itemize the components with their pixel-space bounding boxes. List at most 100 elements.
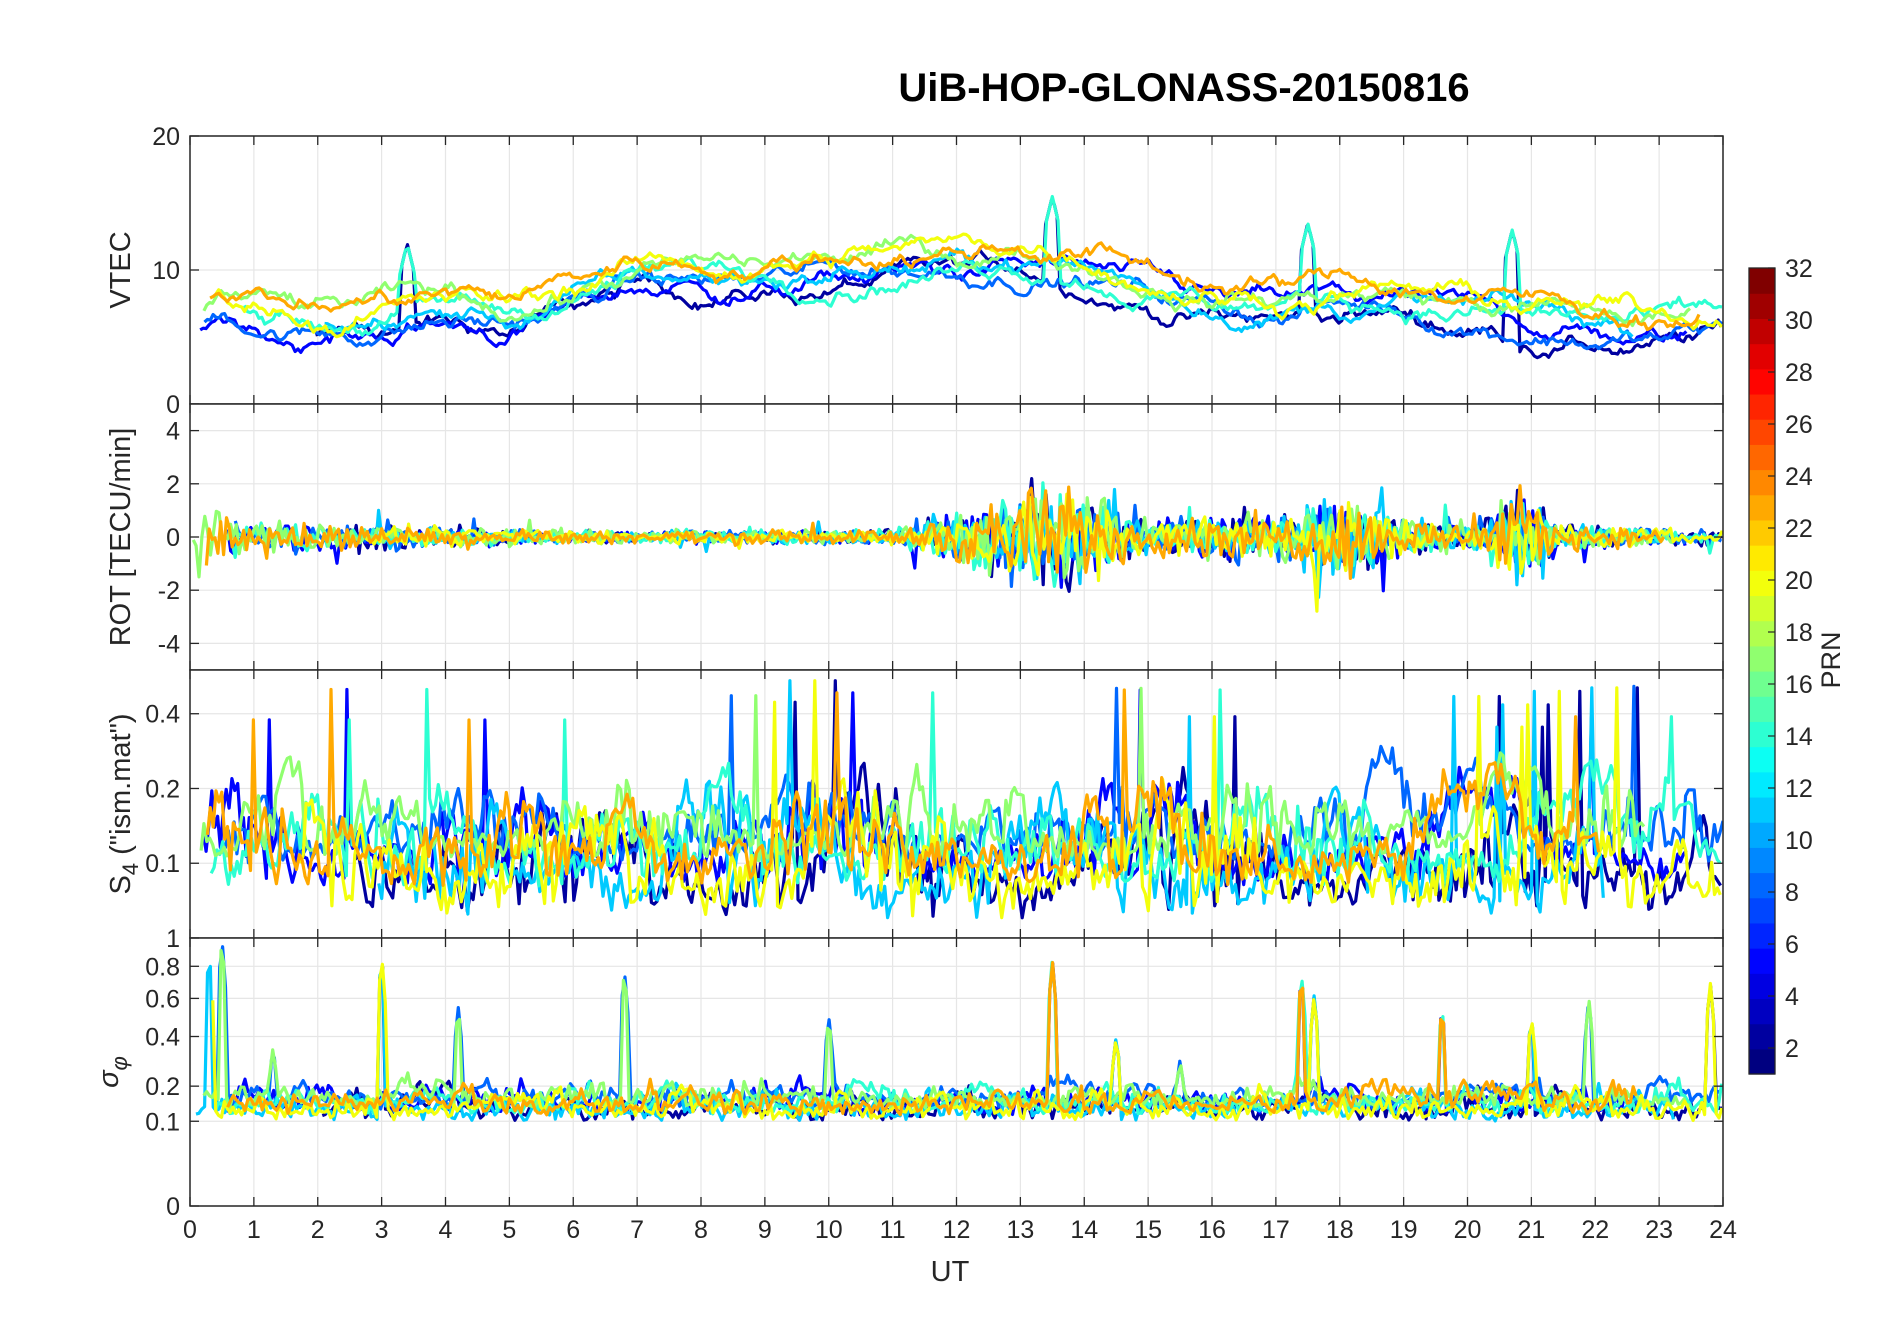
- series-group: [199, 194, 1723, 360]
- x-tick-label: 20: [1454, 1216, 1482, 1244]
- colorbar-segment: [1749, 746, 1775, 773]
- colorbar-segment: [1749, 872, 1775, 899]
- colorbar-segment: [1749, 469, 1775, 496]
- x-tick-label: 0: [183, 1216, 197, 1244]
- x-tick-label: 13: [1006, 1216, 1034, 1244]
- colorbar-segment: [1749, 293, 1775, 319]
- x-tick-label: 14: [1070, 1216, 1098, 1244]
- colorbar-segment: [1749, 419, 1775, 445]
- chart-title: UiB-HOP-GLONASS-20150816: [898, 66, 1469, 110]
- colorbar-tick-label: 22: [1785, 515, 1813, 543]
- y-axis-label: ROT [TECU/min]: [105, 428, 137, 647]
- x-tick-label: 10: [815, 1216, 843, 1244]
- y-tick-label: 0.1: [145, 1108, 180, 1136]
- x-tick-label: 24: [1709, 1216, 1737, 1244]
- y-tick-label: 1: [166, 925, 180, 953]
- series-line-prn-17: [199, 686, 1646, 863]
- series-line-prn-11: [324, 247, 1634, 338]
- colorbar-tick-label: 26: [1785, 411, 1813, 439]
- colorbar-segment: [1749, 998, 1775, 1025]
- y-tick-label: -2: [158, 577, 180, 605]
- y-tick-label: 0.4: [145, 1024, 180, 1052]
- y-tick-label: 0.2: [145, 1073, 180, 1101]
- y-tick-label: 4: [166, 418, 180, 446]
- colorbar-frame: [1748, 267, 1776, 1075]
- colorbar-segment: [1749, 796, 1775, 823]
- y-tick-label: 0.8: [145, 953, 180, 981]
- y-tick-label: 0.1: [145, 850, 180, 878]
- panel-1: 0 10 20 VTEC: [105, 123, 1724, 419]
- series-line-prn-14: [243, 194, 1723, 337]
- colorbar-segment: [1749, 1048, 1775, 1075]
- colorbar-segment: [1749, 519, 1775, 546]
- colorbar-tick-label: 14: [1785, 723, 1813, 751]
- colorbar-segment: [1749, 368, 1775, 395]
- y-axis-label: σφ: [93, 1056, 132, 1088]
- x-tick-label: 21: [1517, 1216, 1545, 1244]
- colorbar-tick-label: 4: [1785, 983, 1799, 1011]
- colorbar-tick-label: 32: [1785, 255, 1813, 283]
- colorbar-segment: [1749, 822, 1775, 848]
- colorbar-tick-label: 2: [1785, 1035, 1799, 1063]
- x-tick-label: 8: [694, 1216, 708, 1244]
- y-tick-label: 20: [152, 123, 180, 151]
- x-tick-label: 1: [247, 1216, 261, 1244]
- colorbar-tick-label: 6: [1785, 931, 1799, 959]
- colorbar-segment: [1749, 570, 1775, 597]
- colorbar-segment: [1749, 595, 1775, 622]
- colorbar-tick-label: 20: [1785, 567, 1813, 595]
- x-tick-label: 11: [880, 1216, 906, 1244]
- y-axis-label: S4 ("ism.mat"): [105, 713, 143, 894]
- y-tick-label: 0.2: [145, 775, 180, 803]
- colorbar-segment: [1749, 620, 1775, 647]
- colorbar-segment: [1749, 494, 1775, 521]
- series-line-prn-23: [204, 484, 1666, 581]
- y-tick-label: 0.4: [145, 701, 180, 729]
- y-tick-label: 0.6: [145, 985, 180, 1013]
- y-axis-label: VTEC: [105, 231, 137, 308]
- colorbar-tick-label: 12: [1785, 775, 1813, 803]
- x-tick-label: 18: [1326, 1216, 1354, 1244]
- series-line-prn-5: [199, 254, 1688, 354]
- series-group: [195, 945, 1723, 1123]
- x-tick-label: 3: [375, 1216, 389, 1244]
- colorbar-segment: [1749, 645, 1775, 672]
- x-tick-label: 12: [943, 1216, 971, 1244]
- x-tick-label: 9: [758, 1216, 772, 1244]
- colorbar-segment: [1749, 948, 1775, 974]
- colorbar-tick-label: 10: [1785, 827, 1813, 855]
- x-tick-label: 16: [1198, 1216, 1226, 1244]
- x-axis-label: UT: [931, 1256, 970, 1288]
- colorbar-segment: [1749, 393, 1775, 420]
- colorbar-segment: [1749, 545, 1775, 571]
- x-tick-label: 15: [1134, 1216, 1162, 1244]
- colorbar-tick-label: 28: [1785, 359, 1813, 387]
- colorbar-segment: [1749, 973, 1775, 1000]
- series-line-prn-8: [203, 259, 1723, 351]
- colorbar-segment: [1749, 343, 1775, 370]
- panel-3: 0.1 0.2 0.4S4 ("ism.mat"): [105, 669, 1724, 939]
- colorbar-segment: [1749, 771, 1775, 798]
- colorbar-tick-label: 24: [1785, 463, 1813, 491]
- colorbar-segment: [1749, 897, 1775, 924]
- series-line-prn-23: [209, 241, 1701, 332]
- colorbar-segment: [1749, 1023, 1775, 1050]
- y-tick-label: 10: [152, 257, 180, 285]
- y-tick-label: -4: [158, 630, 180, 658]
- x-tick-label: 22: [1581, 1216, 1609, 1244]
- x-tick-label: 23: [1645, 1216, 1673, 1244]
- series-line-prn-20: [298, 679, 1722, 920]
- x-tick-label: 7: [630, 1216, 644, 1244]
- colorbar-tick-label: 18: [1785, 619, 1813, 647]
- y-tick-label: 2: [166, 471, 180, 499]
- x-tick-label: 17: [1262, 1216, 1290, 1244]
- x-tick-label: 2: [311, 1216, 325, 1244]
- y-tick-label: 0: [166, 391, 180, 419]
- colorbar-segment: [1749, 922, 1775, 949]
- y-tick-label: 0: [166, 524, 180, 552]
- colorbar-segment: [1749, 444, 1775, 471]
- colorbar-label: PRN: [1816, 631, 1846, 688]
